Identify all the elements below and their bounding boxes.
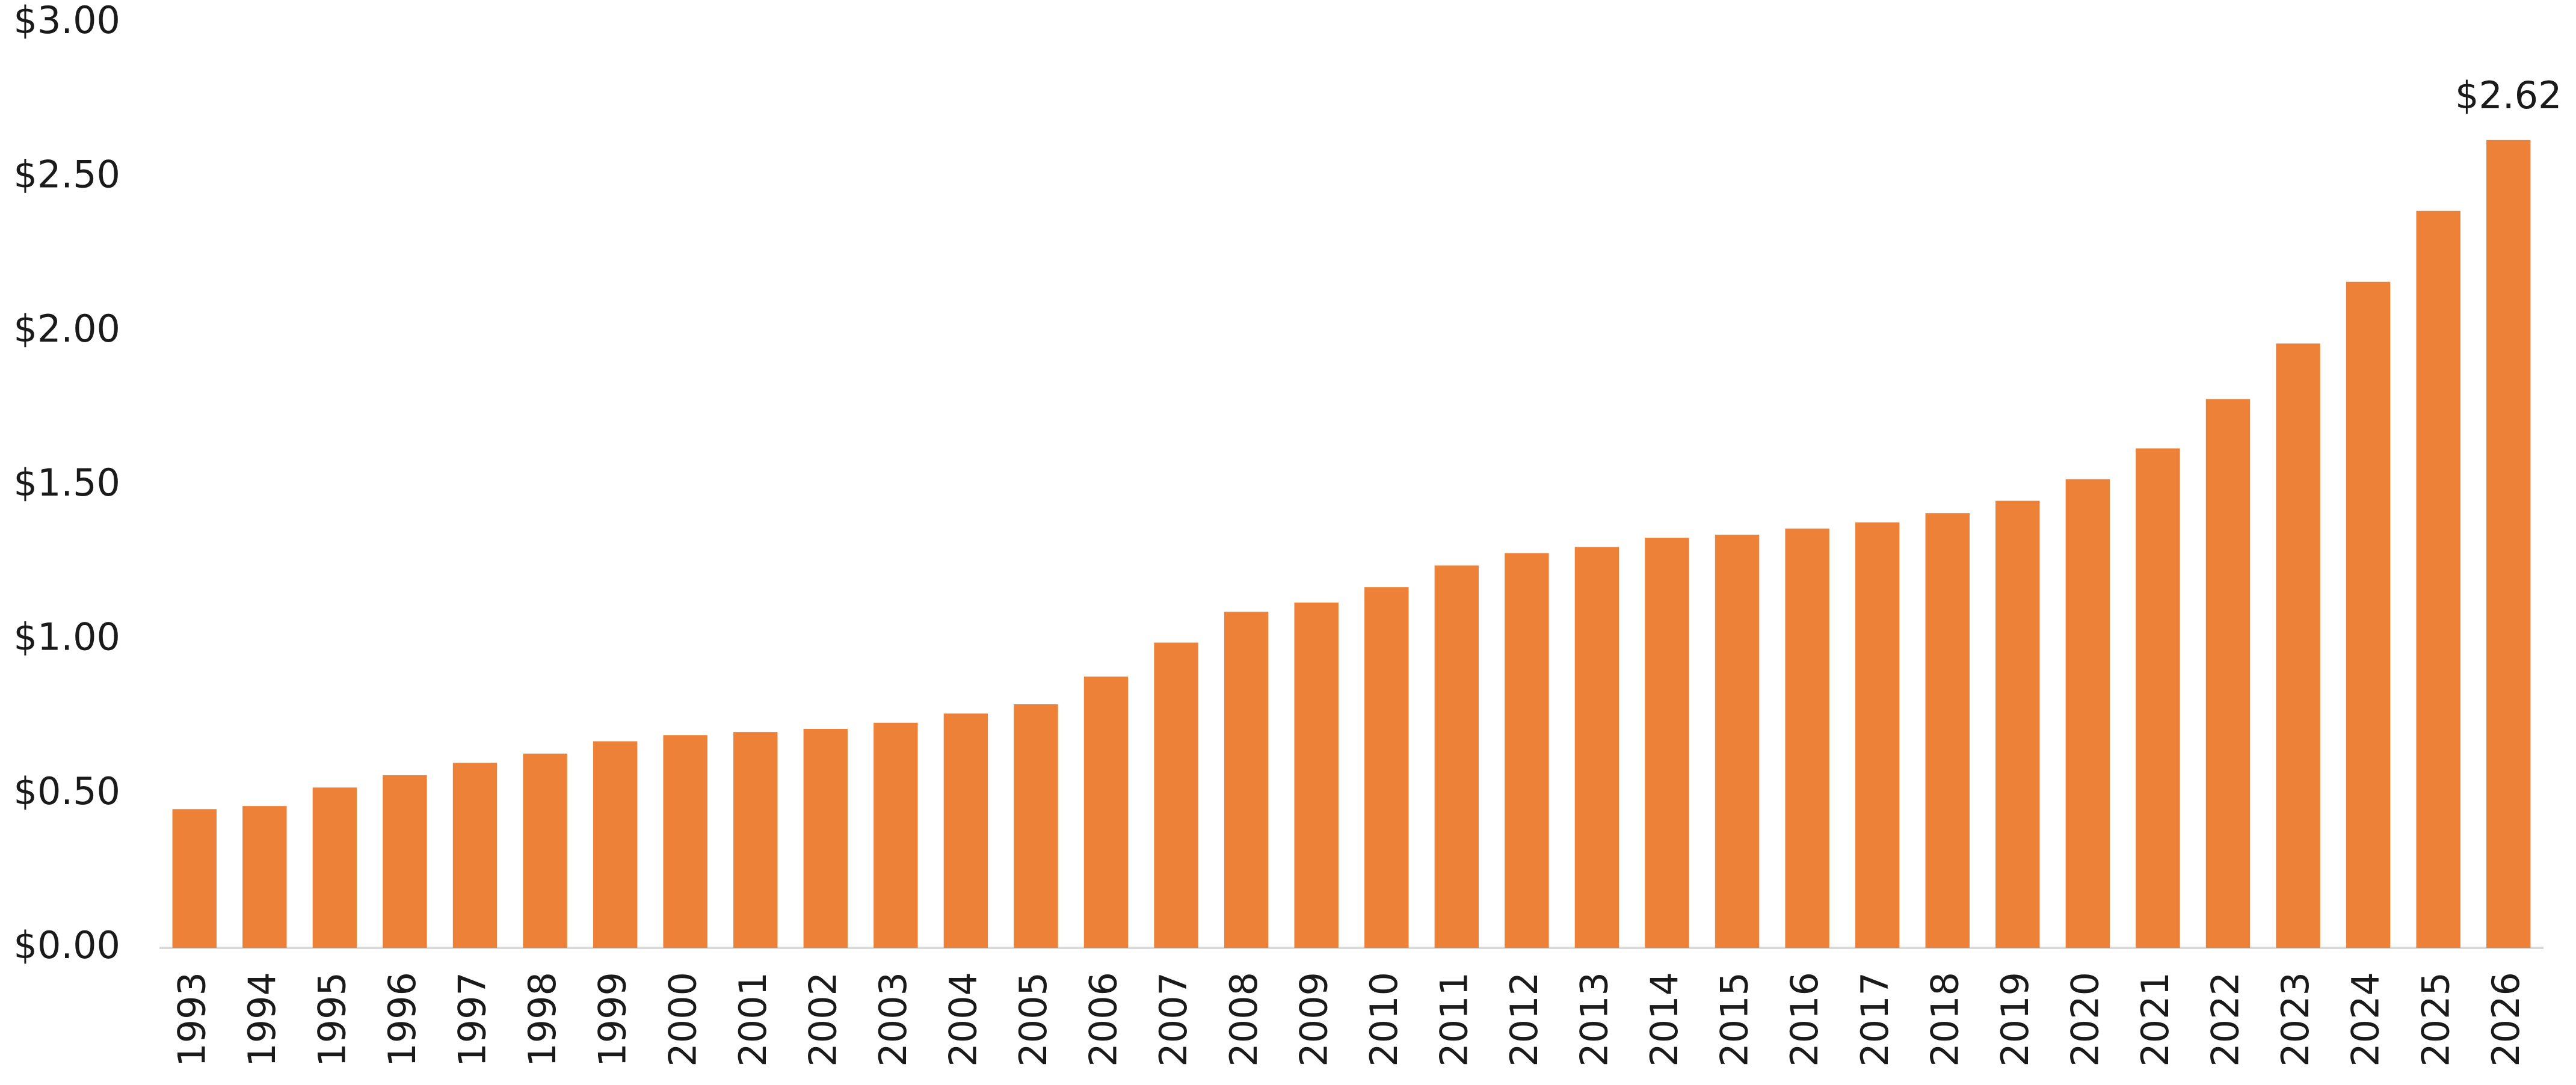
x-tick-label: 2020 — [2063, 972, 2107, 1067]
x-tick-label: 2007 — [1151, 972, 1195, 1067]
x-tick-label: 2018 — [1923, 972, 1967, 1067]
x-tick-label: 2024 — [2344, 972, 2388, 1067]
x-tick-label: 2019 — [1993, 972, 2037, 1067]
bar — [1294, 602, 1339, 948]
bar — [1014, 704, 1058, 948]
x-tick-label: 1994 — [240, 972, 284, 1067]
bar — [2276, 343, 2320, 948]
bar — [2346, 281, 2391, 948]
bar — [523, 754, 567, 948]
x-tick-label: 2017 — [1853, 972, 1897, 1067]
x-tick-label: 2021 — [2133, 972, 2177, 1067]
bar — [1224, 612, 1269, 948]
bar — [1785, 528, 1829, 948]
bar — [1434, 565, 1479, 948]
y-tick-label: $2.50 — [14, 152, 121, 196]
x-tick-label: 2006 — [1082, 972, 1126, 1067]
bar — [733, 732, 778, 948]
bar — [1083, 676, 1129, 948]
bar — [1364, 587, 1409, 948]
bar — [2486, 140, 2531, 948]
x-tick-label: 1993 — [170, 972, 214, 1067]
x-tick-label: 2000 — [661, 972, 704, 1067]
bar — [242, 806, 287, 948]
x-tick-label: 2010 — [1362, 972, 1406, 1067]
bar — [1715, 535, 1760, 948]
x-tick-label: 2011 — [1432, 972, 1476, 1067]
x-tick-label: 1999 — [591, 972, 635, 1067]
bar — [1925, 513, 1970, 948]
x-tick-label: 2012 — [1502, 972, 1546, 1067]
y-tick-label: $3.00 — [14, 0, 121, 42]
bar — [874, 722, 918, 948]
bar — [2205, 399, 2251, 948]
bar — [663, 735, 707, 948]
bar — [383, 775, 427, 948]
bar — [1995, 500, 2040, 948]
bar — [1505, 553, 1549, 948]
value-label: $2.62 — [2455, 73, 2562, 117]
bar — [943, 713, 988, 948]
bar — [1645, 538, 1689, 948]
x-tick-label: 2008 — [1222, 972, 1266, 1067]
y-tick-label: $2.00 — [14, 307, 121, 351]
x-tick-label: 2026 — [2484, 972, 2528, 1067]
x-tick-label: 2009 — [1292, 972, 1336, 1067]
bar — [312, 787, 357, 948]
bar — [1855, 522, 1900, 948]
y-tick-label: $0.50 — [14, 769, 121, 813]
y-tick-label: $1.00 — [14, 615, 121, 659]
x-tick-label: 2002 — [801, 972, 845, 1067]
y-tick-label: $1.50 — [14, 461, 121, 505]
x-tick-label: 2023 — [2273, 972, 2317, 1067]
x-tick-label: 2005 — [1011, 972, 1055, 1067]
x-tick-label: 1998 — [520, 972, 564, 1067]
x-tick-label: 2014 — [1642, 972, 1686, 1067]
x-tick-label: 2016 — [1783, 972, 1826, 1067]
x-tick-label: 2013 — [1573, 972, 1616, 1067]
x-tick-label: 1996 — [380, 972, 424, 1067]
x-tick-label: 2025 — [2414, 972, 2457, 1067]
bar — [172, 809, 217, 948]
x-tick-label: 2003 — [871, 972, 915, 1067]
x-tick-label: 2022 — [2204, 972, 2248, 1067]
bar — [2065, 479, 2110, 948]
x-tick-label: 2001 — [731, 972, 775, 1067]
bar — [1574, 547, 1619, 948]
x-tick-label: 2004 — [941, 972, 985, 1067]
bar — [2136, 448, 2180, 948]
x-tick-label: 1995 — [310, 972, 354, 1067]
bar — [1154, 642, 1198, 948]
y-tick-label: $0.00 — [14, 923, 121, 967]
bar — [593, 741, 638, 948]
x-tick-label: 2015 — [1713, 972, 1757, 1067]
bar — [2416, 211, 2460, 948]
bar — [803, 729, 848, 948]
bar — [452, 763, 498, 948]
x-tick-label: 1997 — [451, 972, 495, 1067]
